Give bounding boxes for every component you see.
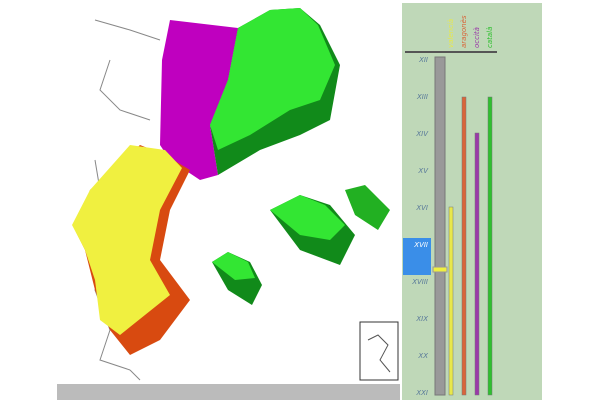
century-label[interactable]: XIX xyxy=(415,315,428,323)
region-yellow xyxy=(72,145,182,335)
legend-label: català xyxy=(486,27,494,48)
island xyxy=(212,252,255,280)
region-purple xyxy=(160,20,238,180)
control-panel xyxy=(402,3,542,400)
timeline: XII XIII XIV XV XVI XVII XVIII XIX XX XXI xyxy=(403,56,448,397)
selected-century[interactable] xyxy=(403,238,431,275)
legend-label: aragonès xyxy=(460,15,468,48)
century-label[interactable]: XVIII xyxy=(411,278,428,286)
century-label[interactable]: XIV xyxy=(415,130,429,138)
century-label[interactable]: XVI xyxy=(415,204,428,212)
slider-handle[interactable] xyxy=(432,266,448,273)
century-label[interactable]: XXI xyxy=(415,389,428,397)
century-label[interactable]: XVII xyxy=(413,241,428,249)
language-bar xyxy=(487,96,493,396)
slider-track[interactable] xyxy=(434,56,446,396)
legend: valencià aragonès occità català xyxy=(447,15,494,396)
language-bar xyxy=(448,206,454,396)
century-label[interactable]: XII xyxy=(418,56,428,64)
inset-map xyxy=(359,321,399,381)
legend-label: occità xyxy=(473,27,481,48)
region-green xyxy=(210,8,335,150)
legend-label: valencià xyxy=(447,19,455,48)
century-label[interactable]: XIII xyxy=(416,93,428,101)
scrollbar[interactable] xyxy=(57,384,400,400)
island xyxy=(345,185,390,230)
map xyxy=(57,8,400,400)
century-label[interactable]: XX xyxy=(417,352,428,360)
language-bar xyxy=(461,96,467,396)
borders xyxy=(94,19,161,381)
century-label[interactable]: XV xyxy=(417,167,429,175)
island xyxy=(270,195,345,240)
inset-border xyxy=(367,334,391,373)
language-bar xyxy=(474,132,480,396)
